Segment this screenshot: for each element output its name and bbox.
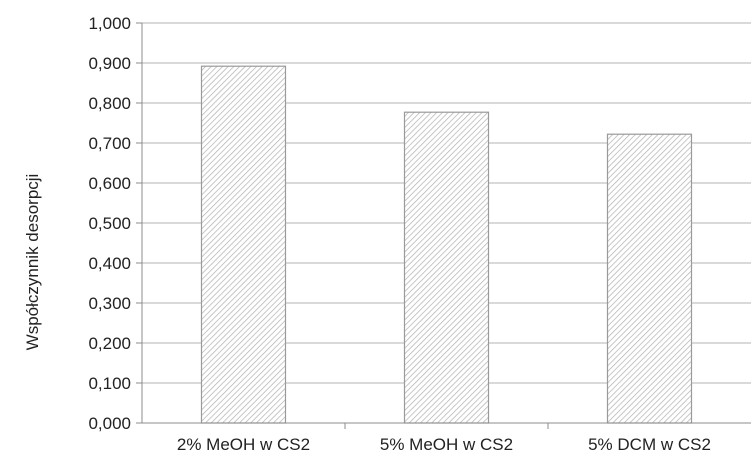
y-tick-label: 0,200 bbox=[88, 334, 131, 353]
x-tick-labels: 2% MeOH w CS2 5% MeOH w CS2 5% DCM w CS2 bbox=[177, 435, 711, 454]
bar-series bbox=[200, 65, 693, 424]
bar bbox=[606, 133, 693, 424]
y-tick-label: 0,100 bbox=[88, 374, 131, 393]
y-tick-label: 0,400 bbox=[88, 254, 131, 273]
y-tick-label: 0,900 bbox=[88, 54, 131, 73]
y-tick-label: 0,500 bbox=[88, 214, 131, 233]
bar bbox=[200, 65, 287, 424]
y-tick-label: 0,300 bbox=[88, 294, 131, 313]
y-tick-label: 0,000 bbox=[88, 414, 131, 433]
y-tick-label: 0,800 bbox=[88, 94, 131, 113]
x-tick-label: 2% MeOH w CS2 bbox=[177, 435, 310, 454]
y-axis-title: Współczynnik desorpcji bbox=[23, 174, 42, 351]
bar bbox=[403, 111, 490, 424]
y-tick-labels: 0,000 0,100 0,200 0,300 0,400 0,500 0,600 0,700… bbox=[88, 14, 142, 433]
y-tick-label: 1,000 bbox=[88, 14, 131, 33]
y-tick-label: 0,700 bbox=[88, 134, 131, 153]
y-tick-label: 0,600 bbox=[88, 174, 131, 193]
x-tick-label: 5% MeOH w CS2 bbox=[380, 435, 513, 454]
x-tick-label: 5% DCM w CS2 bbox=[588, 435, 711, 454]
